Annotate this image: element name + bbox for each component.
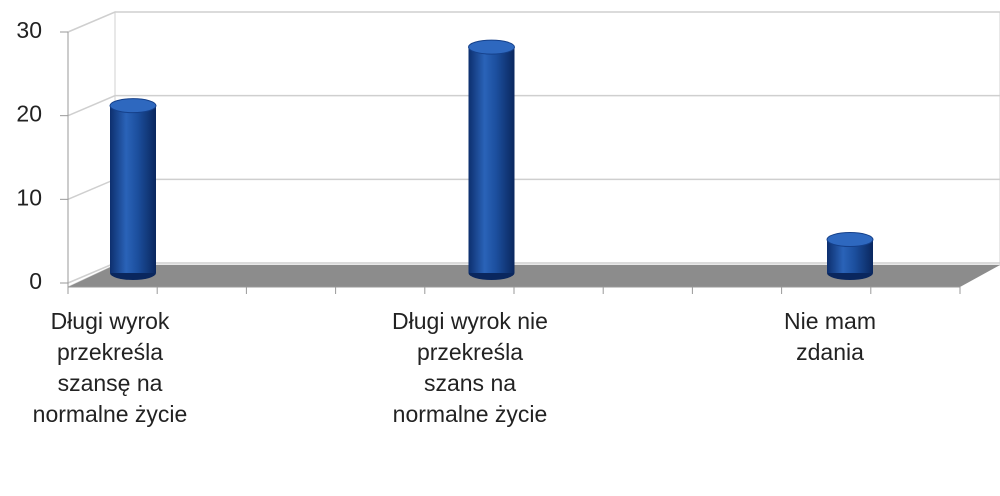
x-tick-label: Długi wyrok przekreśla szansę na normaln…	[32, 308, 188, 427]
floor	[68, 265, 1000, 287]
y-tick-label: 30	[16, 17, 42, 43]
grid-line	[67, 11, 1000, 33]
bar	[826, 232, 874, 280]
side-wall	[67, 11, 116, 288]
y-tick-label: 20	[16, 101, 42, 127]
bar	[468, 39, 515, 280]
x-tick-label: Nie mam zdania	[783, 308, 876, 365]
bar	[109, 98, 157, 280]
y-tick-label: 10	[16, 184, 42, 210]
back-wall	[114, 11, 1000, 266]
x-tick-label: Długi wyrok nie przekreśla szans na norm…	[392, 308, 548, 427]
grid-line	[67, 94, 1000, 117]
y-tick-label: 0	[29, 268, 42, 294]
